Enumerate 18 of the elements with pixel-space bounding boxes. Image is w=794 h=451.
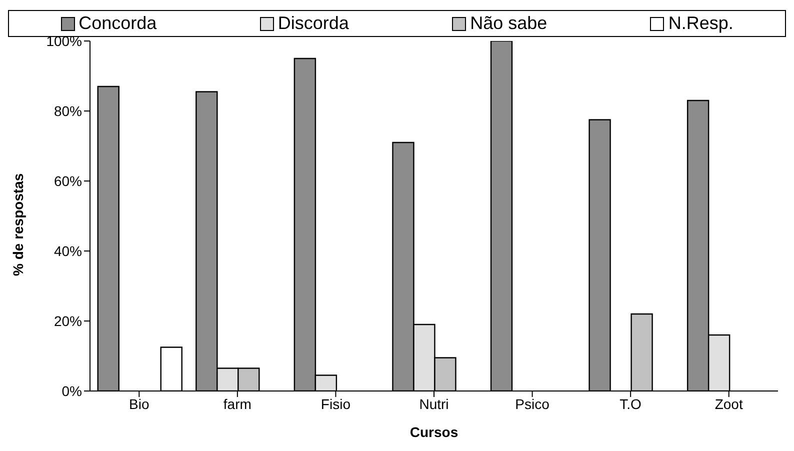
legend-label: Concorda — [78, 13, 157, 34]
x-tick-label: farm — [223, 396, 252, 412]
x-tick-label: Zoot — [714, 396, 743, 412]
x-tick-label: Nutri — [419, 396, 449, 412]
legend-label: Não sabe — [470, 13, 548, 34]
x-tick-label: T.O — [620, 396, 642, 412]
x-tick-label: Fisio — [320, 396, 351, 412]
y-tick-label: 80% — [54, 102, 82, 119]
y-tick-label: 20% — [54, 312, 82, 329]
y-tick-label: 60% — [54, 172, 82, 189]
legend-label: N.Resp. — [668, 13, 734, 34]
x-tick-label: Bio — [129, 396, 150, 412]
y-tick-label: 40% — [54, 242, 82, 259]
legend-label: Discorda — [278, 13, 349, 34]
x-axis-title: Cursos — [410, 424, 458, 440]
y-axis-title: % de respostas — [10, 173, 26, 276]
y-tick-label: 0% — [62, 382, 82, 399]
x-tick-label: Psico — [515, 396, 550, 412]
